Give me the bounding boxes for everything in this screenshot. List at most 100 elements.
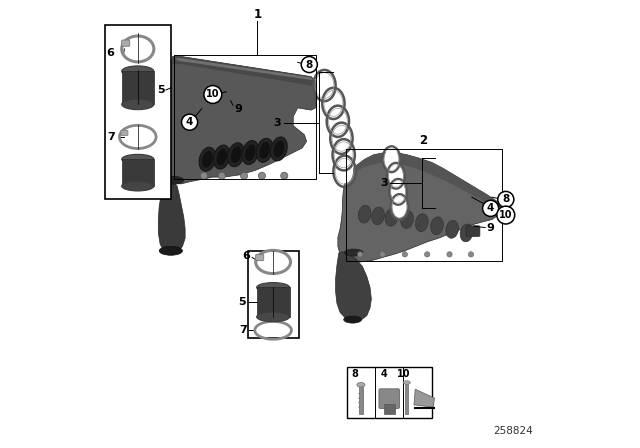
Text: 6: 6 (106, 48, 114, 58)
Ellipse shape (385, 208, 398, 226)
Ellipse shape (403, 381, 410, 384)
Polygon shape (335, 252, 371, 321)
Polygon shape (414, 389, 435, 407)
Circle shape (200, 172, 207, 179)
Ellipse shape (122, 154, 154, 164)
Circle shape (483, 200, 499, 216)
Ellipse shape (257, 312, 290, 322)
Ellipse shape (122, 181, 154, 191)
Ellipse shape (325, 91, 342, 116)
Ellipse shape (330, 109, 346, 134)
Ellipse shape (199, 147, 216, 171)
Ellipse shape (159, 176, 184, 184)
Text: 258824: 258824 (493, 426, 534, 436)
FancyBboxPatch shape (466, 226, 480, 237)
Ellipse shape (415, 214, 428, 232)
Ellipse shape (335, 143, 352, 167)
Circle shape (204, 86, 221, 103)
Circle shape (241, 172, 248, 179)
FancyBboxPatch shape (256, 254, 264, 261)
FancyBboxPatch shape (384, 404, 395, 414)
Ellipse shape (245, 144, 255, 161)
FancyBboxPatch shape (257, 288, 290, 317)
Circle shape (498, 191, 514, 207)
Text: 8: 8 (351, 369, 358, 379)
Ellipse shape (316, 73, 333, 98)
Ellipse shape (271, 137, 287, 161)
Ellipse shape (124, 39, 151, 59)
FancyBboxPatch shape (248, 251, 299, 338)
Polygon shape (338, 152, 501, 262)
Text: 5: 5 (239, 297, 246, 307)
Ellipse shape (344, 316, 362, 323)
Ellipse shape (231, 146, 241, 163)
Circle shape (497, 206, 515, 224)
Polygon shape (173, 56, 316, 90)
Text: 7: 7 (108, 132, 115, 142)
Text: 5: 5 (157, 85, 164, 95)
Text: 3: 3 (380, 178, 388, 188)
Text: 9: 9 (235, 104, 243, 114)
Text: 10: 10 (499, 210, 513, 220)
Circle shape (182, 114, 198, 130)
Ellipse shape (372, 207, 385, 225)
Text: 4: 4 (381, 369, 387, 379)
Ellipse shape (358, 205, 371, 223)
Polygon shape (158, 180, 185, 253)
Ellipse shape (357, 383, 365, 387)
Ellipse shape (460, 224, 473, 242)
Circle shape (380, 252, 385, 257)
Ellipse shape (391, 181, 405, 202)
Ellipse shape (122, 128, 154, 146)
FancyBboxPatch shape (122, 40, 130, 46)
Text: 3: 3 (274, 118, 282, 128)
Text: 6: 6 (242, 251, 250, 261)
Text: 10: 10 (396, 369, 410, 379)
Ellipse shape (256, 138, 273, 162)
Ellipse shape (213, 145, 230, 169)
Text: 8: 8 (306, 60, 313, 69)
Polygon shape (161, 56, 316, 184)
Ellipse shape (122, 66, 154, 77)
Ellipse shape (431, 217, 444, 235)
Ellipse shape (259, 253, 288, 271)
Ellipse shape (257, 323, 289, 337)
Ellipse shape (401, 211, 413, 228)
Ellipse shape (333, 126, 350, 151)
Text: 4: 4 (186, 117, 193, 127)
FancyBboxPatch shape (359, 386, 363, 414)
FancyBboxPatch shape (405, 383, 408, 414)
Ellipse shape (159, 246, 182, 255)
Polygon shape (344, 152, 499, 211)
Text: 10: 10 (206, 90, 220, 99)
Text: 9: 9 (486, 223, 495, 233)
Ellipse shape (388, 165, 403, 186)
Circle shape (402, 252, 408, 257)
Ellipse shape (242, 141, 259, 164)
Circle shape (358, 252, 363, 257)
Text: 2: 2 (419, 134, 427, 146)
Ellipse shape (257, 283, 290, 293)
Ellipse shape (216, 149, 227, 165)
FancyBboxPatch shape (122, 159, 154, 186)
Ellipse shape (202, 151, 212, 168)
FancyBboxPatch shape (122, 71, 154, 104)
Text: 7: 7 (239, 325, 247, 335)
FancyBboxPatch shape (121, 130, 128, 136)
Circle shape (468, 252, 474, 257)
Text: 8: 8 (502, 194, 509, 204)
Circle shape (218, 172, 225, 179)
Circle shape (259, 172, 266, 179)
Circle shape (424, 252, 430, 257)
Ellipse shape (228, 143, 244, 167)
Ellipse shape (274, 141, 284, 157)
Ellipse shape (344, 249, 363, 256)
FancyBboxPatch shape (379, 389, 399, 409)
Circle shape (281, 172, 288, 179)
Circle shape (447, 252, 452, 257)
Ellipse shape (392, 196, 406, 218)
Circle shape (301, 56, 317, 73)
FancyBboxPatch shape (105, 25, 171, 199)
Ellipse shape (446, 220, 458, 238)
Text: 1: 1 (253, 9, 262, 22)
